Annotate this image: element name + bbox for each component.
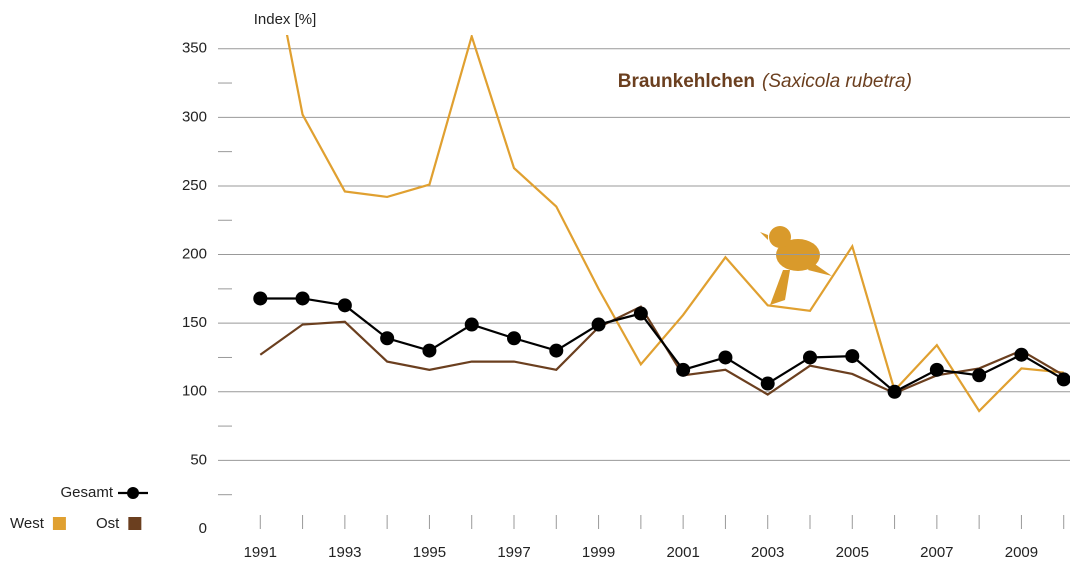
chart-title: Braunkehlchen — [618, 71, 755, 92]
y-tick-label: 0 — [199, 520, 207, 537]
x-tick-label: 2005 — [836, 544, 869, 561]
y-axis-label: Index [%] — [254, 11, 317, 28]
x-tick-label: 2001 — [666, 544, 699, 561]
chart-subtitle: (Saxicola rubetra) — [762, 71, 912, 92]
point — [761, 377, 775, 391]
point — [465, 318, 479, 332]
point — [718, 350, 732, 364]
point — [803, 350, 817, 364]
point — [1014, 348, 1028, 362]
x-tick-label: 1995 — [413, 544, 446, 561]
y-tick-label: 200 — [182, 246, 207, 263]
point — [1057, 372, 1071, 386]
x-tick-label: 2009 — [1005, 544, 1038, 561]
point — [845, 349, 859, 363]
y-tick-label: 350 — [182, 40, 207, 57]
x-tick-label: 2003 — [751, 544, 784, 561]
point — [380, 331, 394, 345]
chart: Index [%] Braunkehlchen (Saxicola rubetr… — [0, 0, 1088, 565]
point — [930, 363, 944, 377]
point — [338, 298, 352, 312]
legend-label: Ost — [96, 515, 120, 532]
point — [972, 368, 986, 382]
legend-label: West — [10, 515, 45, 532]
point — [634, 307, 648, 321]
point — [422, 344, 436, 358]
legend-swatch — [53, 517, 66, 530]
x-tick-label: 2007 — [920, 544, 953, 561]
point — [676, 363, 690, 377]
point — [888, 385, 902, 399]
y-tick-label: 300 — [182, 108, 207, 125]
y-tick-label: 150 — [182, 314, 207, 331]
x-tick-label: 1993 — [328, 544, 361, 561]
x-tick-label: 1999 — [582, 544, 615, 561]
point — [549, 344, 563, 358]
y-tick-label: 250 — [182, 177, 207, 194]
series-line — [260, 307, 1063, 395]
legend-swatch — [128, 517, 141, 530]
series-line — [260, 298, 1063, 391]
point — [507, 331, 521, 345]
legend-label: Gesamt — [60, 484, 113, 501]
y-tick-label: 50 — [190, 451, 207, 468]
x-tick-label: 1997 — [497, 544, 530, 561]
y-tick-label: 100 — [182, 383, 207, 400]
series-line — [260, 0, 1063, 411]
x-tick-label: 1991 — [244, 544, 277, 561]
legend-marker — [127, 487, 139, 499]
plot-area — [253, 0, 1070, 411]
point — [253, 291, 267, 305]
point — [296, 291, 310, 305]
point — [592, 318, 606, 332]
